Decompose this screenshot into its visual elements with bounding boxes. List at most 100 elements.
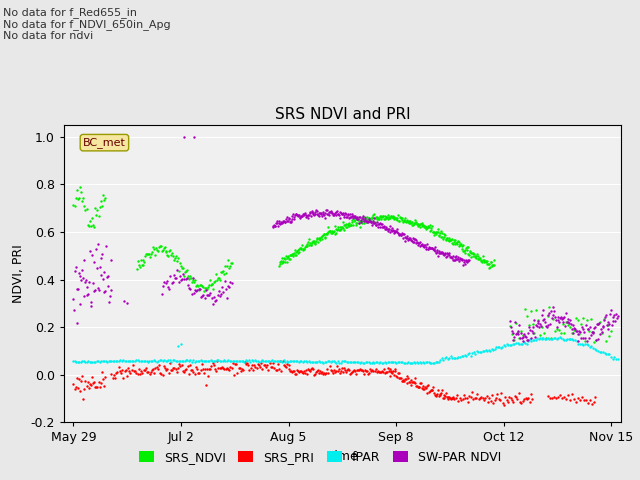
Point	[403, 219, 413, 227]
Point	[128, 361, 138, 369]
Point	[181, 356, 191, 364]
Point	[84, 247, 95, 255]
Point	[428, 384, 438, 391]
Point	[398, 218, 408, 226]
Point	[556, 329, 566, 337]
Point	[202, 285, 212, 293]
Point	[390, 367, 400, 375]
Point	[87, 373, 97, 381]
Point	[303, 211, 314, 218]
Point	[380, 213, 390, 220]
Point	[576, 335, 586, 342]
Point	[161, 367, 172, 374]
Point	[395, 213, 405, 221]
Point	[302, 241, 312, 249]
Point	[228, 357, 238, 365]
Point	[152, 363, 162, 371]
Point	[172, 266, 182, 274]
Point	[591, 320, 602, 327]
Point	[153, 247, 163, 254]
Point	[81, 291, 92, 299]
Point	[140, 252, 150, 260]
Text: BC_met: BC_met	[83, 137, 126, 148]
Point	[159, 362, 169, 370]
Point	[588, 328, 598, 336]
Point	[253, 360, 263, 368]
Point	[454, 255, 465, 263]
Point	[289, 250, 299, 257]
Point	[350, 213, 360, 220]
Point	[420, 359, 431, 366]
Point	[378, 222, 388, 229]
Point	[76, 189, 86, 196]
Point	[157, 372, 168, 379]
Point	[81, 377, 91, 384]
Point	[541, 334, 551, 342]
Point	[340, 213, 351, 221]
Point	[406, 218, 417, 226]
Point	[352, 219, 362, 227]
Point	[72, 374, 82, 382]
Point	[223, 365, 233, 373]
Point	[372, 215, 382, 223]
Point	[460, 261, 470, 268]
Point	[278, 218, 289, 226]
Point	[217, 363, 227, 371]
Point	[416, 359, 426, 367]
Point	[291, 248, 301, 256]
Point	[365, 359, 375, 367]
Point	[472, 347, 482, 355]
Point	[354, 219, 364, 227]
Point	[368, 219, 378, 227]
Point	[612, 355, 623, 363]
Point	[387, 212, 397, 219]
Point	[219, 271, 229, 278]
Point	[230, 360, 240, 368]
Point	[304, 211, 314, 218]
Point	[520, 339, 530, 347]
Point	[555, 334, 565, 341]
Point	[467, 349, 477, 357]
Point	[479, 396, 489, 404]
Point	[123, 365, 133, 372]
Point	[499, 401, 509, 408]
Point	[97, 368, 107, 376]
Point	[402, 234, 412, 242]
Point	[156, 370, 166, 378]
Point	[420, 223, 430, 231]
Point	[98, 191, 108, 199]
Point	[511, 319, 521, 327]
Point	[438, 249, 449, 257]
Point	[102, 282, 113, 289]
Point	[182, 265, 192, 273]
Point	[431, 229, 441, 237]
Point	[122, 300, 132, 307]
Point	[509, 333, 520, 341]
Point	[389, 215, 399, 223]
Point	[212, 291, 223, 299]
Point	[574, 330, 584, 338]
Point	[170, 274, 180, 282]
Point	[428, 228, 438, 236]
Point	[398, 377, 408, 385]
Point	[84, 384, 94, 392]
Point	[462, 258, 472, 266]
Point	[184, 275, 195, 282]
Point	[132, 257, 143, 265]
Point	[211, 270, 221, 277]
Point	[559, 393, 569, 401]
Point	[596, 348, 606, 356]
Point	[488, 399, 499, 407]
Point	[433, 386, 443, 394]
Point	[406, 236, 416, 244]
Point	[417, 240, 427, 248]
Point	[147, 249, 157, 256]
Point	[426, 386, 436, 394]
Point	[491, 394, 501, 401]
Point	[140, 366, 150, 374]
Point	[355, 223, 365, 231]
Point	[503, 397, 513, 405]
Point	[576, 320, 586, 328]
Point	[380, 223, 390, 230]
Point	[191, 357, 202, 365]
